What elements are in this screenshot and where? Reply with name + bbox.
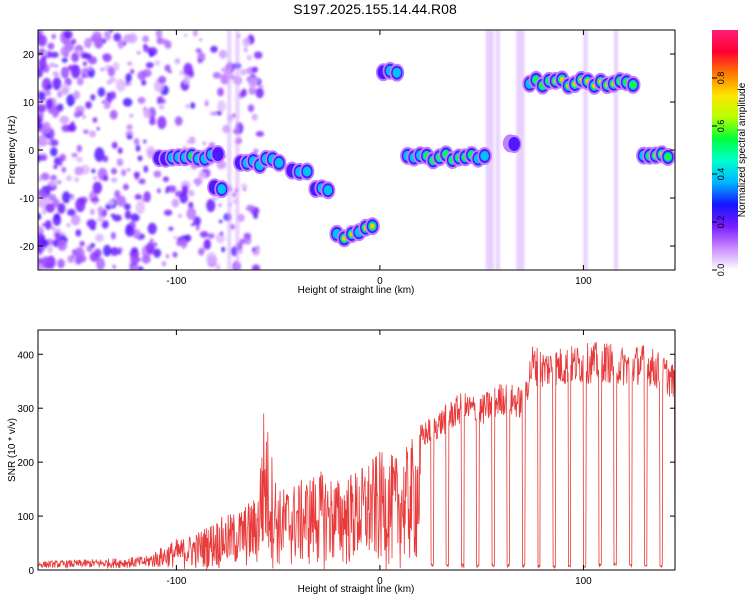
spectral-feature	[207, 178, 230, 199]
spectral-feature	[308, 179, 336, 200]
x-tick-label: -100	[166, 576, 186, 587]
spectrogram-noise	[38, 30, 618, 270]
colorbar-tick-label: 0.2	[716, 216, 726, 229]
snr-panel: -100 0 100 0 100 200 300 400 Height of straight…	[7, 329, 676, 595]
y-tick-label: 0	[28, 566, 34, 577]
snr-xlabel: Height of straight line (km)	[298, 584, 415, 595]
y-tick-label: 300	[17, 404, 34, 415]
spectral-feature	[400, 145, 492, 170]
snr-axes: -100 0 100 0 100 200 300 400	[17, 330, 675, 587]
chart-title: S197.2025.155.14.44.R08	[293, 1, 457, 17]
spectrogram-ylabel: Frequency (Hz)	[7, 116, 18, 185]
x-tick-label: 100	[575, 276, 592, 287]
snr-series-line	[38, 342, 675, 570]
spectral-feature	[351, 217, 380, 242]
y-tick-label: 20	[23, 50, 35, 61]
colorbar-label: Normalized spectral amplitude	[737, 82, 748, 217]
x-tick-label: -100	[166, 276, 186, 287]
spectrogram-xlabel: Height of straight line (km)	[298, 285, 415, 296]
colorbar-tick-label: 0.0	[716, 264, 726, 277]
spectral-feature	[284, 161, 315, 181]
spectral-feature	[636, 145, 675, 166]
y-tick-label: 100	[17, 512, 34, 523]
colorbar-ticks: 0.0 0.2 0.4 0.6 0.8	[712, 72, 726, 277]
snr-frame	[37, 329, 676, 571]
y-tick-label: 400	[17, 350, 34, 361]
y-tick-label: 10	[23, 98, 35, 109]
colorbar: 0.0 0.2 0.4 0.6 0.8 Normalized spectral ampl…	[712, 30, 748, 276]
colorbar-tick-label: 0.4	[716, 168, 726, 181]
spectral-feature	[151, 145, 226, 168]
y-tick-label: 0	[28, 146, 34, 157]
colorbar-ramp	[712, 30, 738, 270]
snr-ylabel: SNR (10 * v/v)	[7, 418, 18, 482]
x-tick-label: 0	[377, 576, 383, 587]
y-tick-label: -20	[20, 242, 35, 253]
y-tick-label: -10	[20, 194, 35, 205]
y-tick-label: 200	[17, 458, 34, 469]
spectral-feature	[233, 149, 287, 175]
x-tick-label: 100	[575, 576, 592, 587]
spectral-feature	[522, 70, 641, 95]
x-tick-label: 0	[377, 276, 383, 287]
spectral-feature	[502, 134, 522, 153]
spectrogram-heatmap	[38, 30, 675, 270]
colorbar-tick-label: 0.6	[716, 120, 726, 133]
colorbar-tick-label: 0.8	[716, 72, 726, 85]
spectral-feature	[375, 61, 405, 82]
